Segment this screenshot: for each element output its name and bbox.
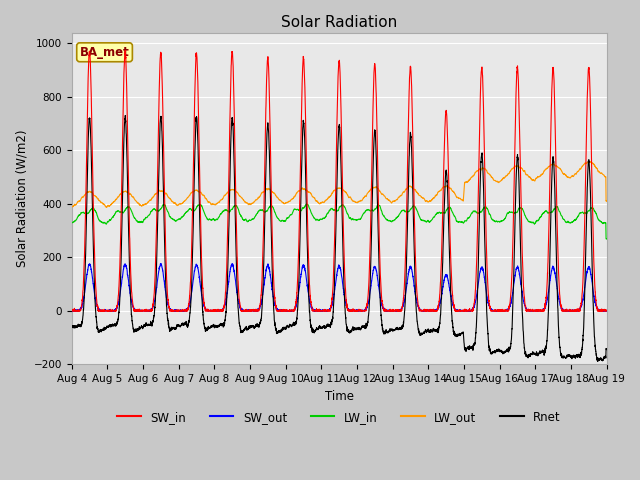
LW_out [164,194,172,200]
Rnet [602,346,610,351]
SW_in [603,308,611,314]
SW_out [157,261,164,266]
Rnet [603,346,611,352]
LW_in [603,236,611,242]
LW_in [603,236,611,242]
LW_in [429,215,437,220]
SW_out [603,308,611,314]
SW_in [429,306,437,312]
Line: SW_out: SW_out [72,264,607,311]
SW_out [319,308,327,314]
Rnet [429,325,437,331]
SW_out [68,308,76,314]
SW_in [602,307,610,312]
LW_out [586,158,594,164]
SW_in [164,296,172,301]
LW_out [429,195,437,201]
SW_in [68,308,76,314]
X-axis label: Time: Time [324,390,354,403]
Rnet [594,359,602,364]
LW_in [602,228,610,234]
Line: SW_in: SW_in [72,50,607,311]
Y-axis label: Solar Radiation (W/m2): Solar Radiation (W/m2) [15,130,28,267]
SW_in [459,308,467,314]
LW_in [459,220,467,226]
SW_out [459,308,467,314]
LW_out [459,198,467,204]
LW_in [303,201,310,207]
SW_in [490,308,497,314]
LW_in [490,217,497,223]
LW_out [602,198,610,204]
LW_in [68,220,76,226]
Rnet [68,324,76,330]
SW_in [122,48,129,53]
Rnet [459,330,467,336]
LW_in [319,215,327,221]
LW_out [103,204,111,210]
Rnet [164,317,172,323]
Rnet [319,324,327,330]
SW_in [319,308,327,314]
Line: Rnet: Rnet [72,116,607,361]
Rnet [122,113,129,119]
LW_out [68,204,76,209]
SW_out [429,308,437,314]
Line: LW_in: LW_in [72,204,607,239]
LW_in [164,209,172,215]
LW_out [603,198,611,204]
Rnet [490,348,497,354]
SW_out [490,308,497,314]
LW_out [319,200,327,205]
SW_out [164,302,172,308]
Line: LW_out: LW_out [72,161,607,207]
LW_out [490,176,497,182]
SW_out [602,307,610,313]
Text: BA_met: BA_met [79,46,129,59]
Legend: SW_in, SW_out, LW_in, LW_out, Rnet: SW_in, SW_out, LW_in, LW_out, Rnet [113,406,566,428]
Title: Solar Radiation: Solar Radiation [281,15,397,30]
